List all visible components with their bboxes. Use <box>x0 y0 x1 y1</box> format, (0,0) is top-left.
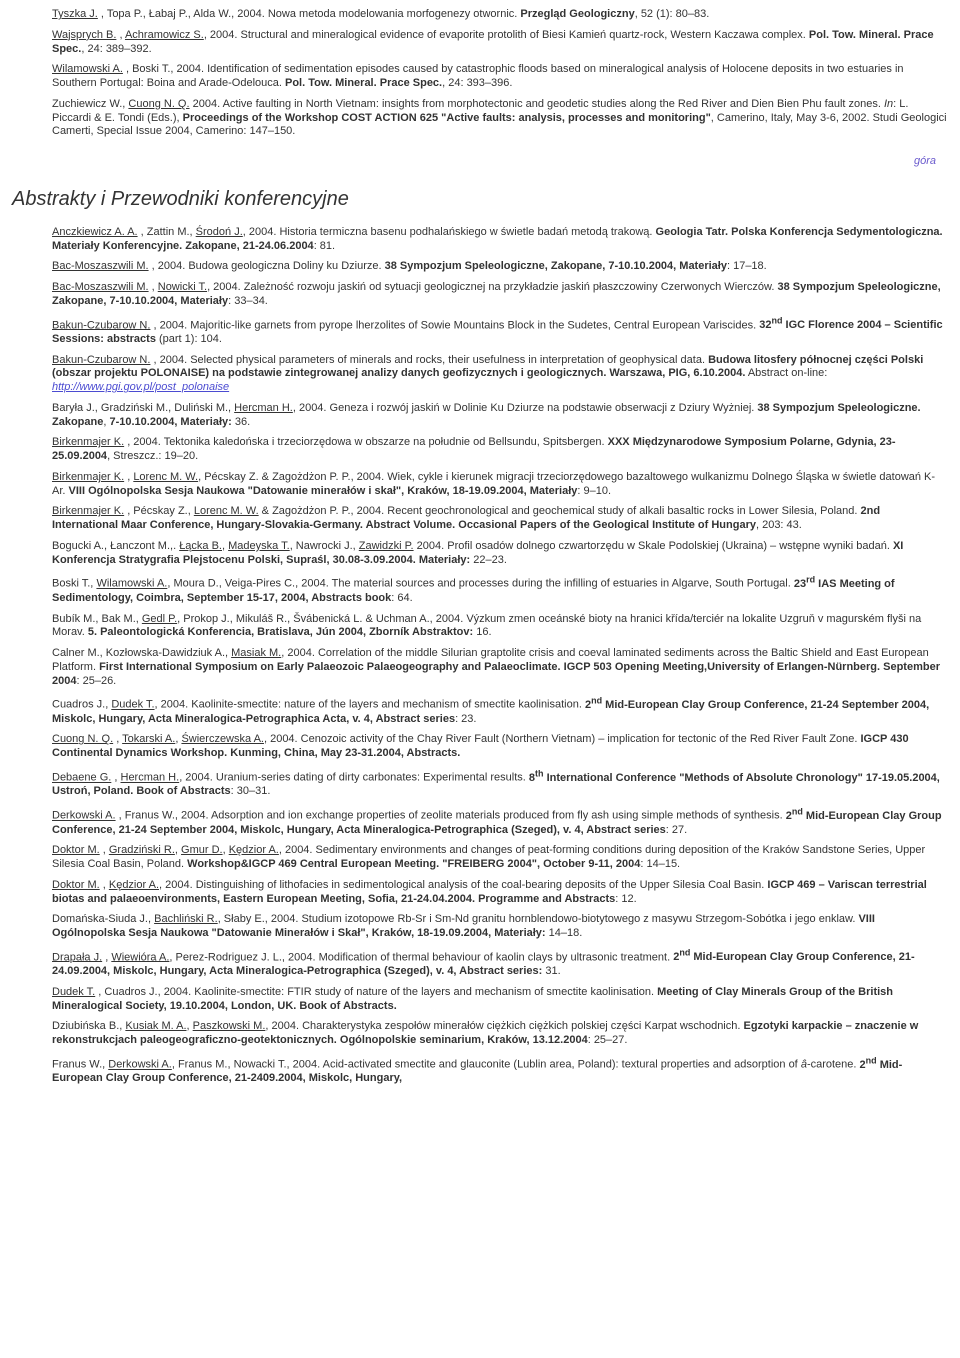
reference-entry: Boski T., Wilamowski A., Moura D., Veiga… <box>52 574 948 605</box>
reference-entry: Bac-Moszaszwili M. , Nowicki T., 2004. Z… <box>52 281 948 309</box>
reference-entry: Cuadros J., Dudek T., 2004. Kaolinite-sm… <box>52 695 948 726</box>
section-heading-abstracts: Abstrakty i Przewodniki konferencyjne <box>12 187 948 212</box>
reference-entry: Cuong N. Q. , Tokarski A., Świerczewska … <box>52 733 948 761</box>
reference-entry: Doktor M. , Kędzior A., 2004. Distinguis… <box>52 879 948 907</box>
abstracts-references-block: Anczkiewicz A. A. , Zattin M., Środoń J.… <box>12 226 948 1086</box>
reference-entry: Bogucki A., Łanczont M.,. Łącka B., Made… <box>52 540 948 568</box>
reference-entry: Tyszka J. , Topa P., Łabaj P., Alda W., … <box>52 8 948 22</box>
reference-entry: Derkowski A. , Franus W., 2004. Adsorpti… <box>52 806 948 837</box>
reference-entry: Birkenmajer K. , Lorenc M. W., Pécskay Z… <box>52 471 948 499</box>
reference-entry: Birkenmajer K. , 2004. Tektonika kaledoń… <box>52 436 948 464</box>
reference-entry: Wilamowski A. , Boski T., 2004. Identifi… <box>52 63 948 91</box>
back-to-top-link[interactable]: góra <box>12 155 936 169</box>
top-references-block: Tyszka J. , Topa P., Łabaj P., Alda W., … <box>12 8 948 139</box>
reference-entry: Wajsprych B. , Achramowicz S., 2004. Str… <box>52 29 948 57</box>
reference-entry: Bac-Moszaszwili M. , 2004. Budowa geolog… <box>52 260 948 274</box>
reference-entry: Bubík M., Bak M., Gedl P., Prokop J., Mi… <box>52 613 948 641</box>
reference-entry: Franus W., Derkowski A., Franus M., Nowa… <box>52 1055 948 1086</box>
reference-entry: Dudek T. , Cuadros J., 2004. Kaolinite-s… <box>52 986 948 1014</box>
reference-entry: Bakun-Czubarow N. , 2004. Majoritic-like… <box>52 316 948 347</box>
reference-entry: Baryła J., Gradziński M., Duliński M., H… <box>52 402 948 430</box>
reference-entry: Calner M., Kozłowska-Dawidziuk A., Masia… <box>52 647 948 688</box>
reference-entry: Zuchiewicz W., Cuong N. Q. 2004. Active … <box>52 98 948 139</box>
reference-entry: Bakun-Czubarow N. , 2004. Selected physi… <box>52 354 948 395</box>
reference-entry: Drapała J. , Wiewióra A., Perez-Rodrigue… <box>52 948 948 979</box>
reference-entry: Debaene G. , Hercman H., 2004. Uranium-s… <box>52 768 948 799</box>
reference-entry: Birkenmajer K. , Pécskay Z., Lorenc M. W… <box>52 505 948 533</box>
reference-entry: Anczkiewicz A. A. , Zattin M., Środoń J.… <box>52 226 948 254</box>
reference-entry: Domańska-Siuda J., Bachliński R., Słaby … <box>52 913 948 941</box>
reference-entry: Dziubińska B., Kusiak M. A., Paszkowski … <box>52 1020 948 1048</box>
reference-entry: Doktor M. , Gradziński R., Gmur D., Kędz… <box>52 844 948 872</box>
